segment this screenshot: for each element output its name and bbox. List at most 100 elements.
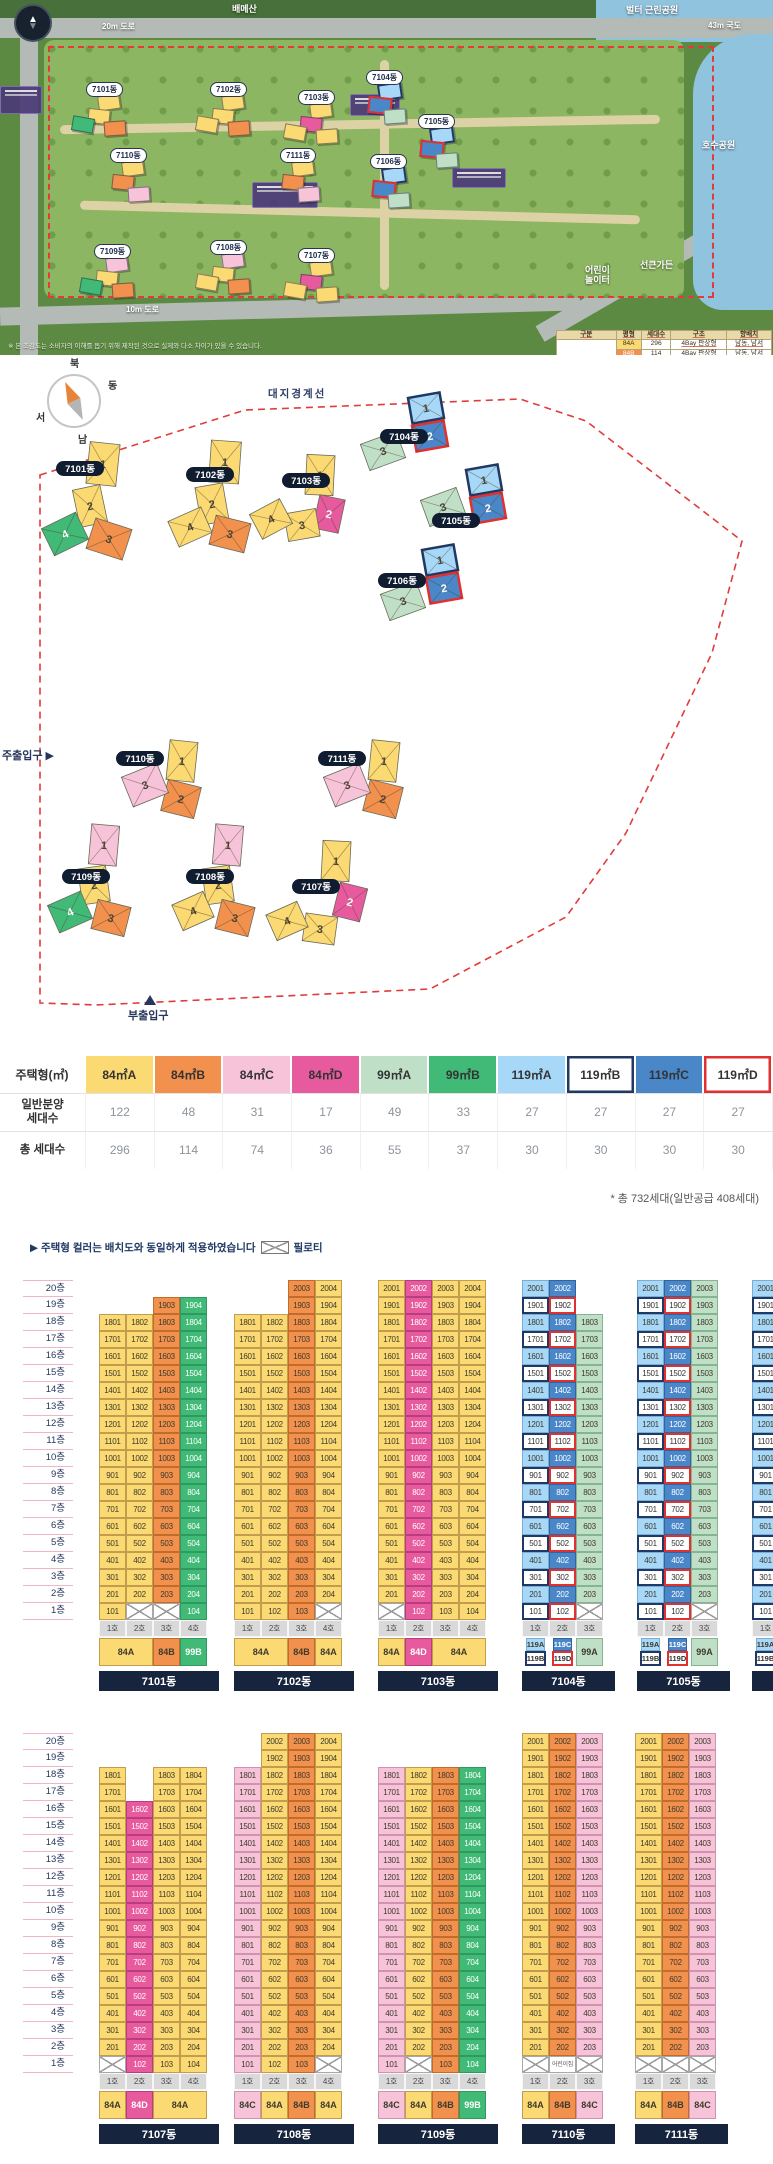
- unit-cell: 502: [126, 1988, 153, 2005]
- unit-cell: 704: [180, 1954, 207, 1971]
- ho-label: 2호: [662, 2073, 689, 2090]
- type-footer-label: 119A: [640, 1638, 661, 1651]
- type-footer-label: 84A: [315, 1638, 342, 1666]
- unit-cell: 1004: [315, 1450, 342, 1467]
- unit-cell: 803: [153, 1937, 180, 1954]
- unit-cell: [576, 1297, 603, 1314]
- unit-cell: 201: [99, 1586, 126, 1603]
- unit-cell: 202: [405, 1586, 432, 1603]
- unit-roof-line: [412, 392, 440, 424]
- unit-cell: 601: [99, 1971, 126, 1988]
- road-top: [0, 18, 773, 38]
- unit-cell: 1102: [261, 1886, 288, 1903]
- unit-cell: 801: [522, 1484, 549, 1501]
- unit-cell: 801: [635, 1937, 662, 1954]
- unit-roof-line: [426, 544, 454, 576]
- unit-cell: 803: [432, 1484, 459, 1501]
- compass-needle-north: [65, 381, 81, 404]
- diagram-building-name: 7108동: [195, 872, 225, 883]
- unit-cell: 801: [637, 1484, 664, 1501]
- unit-cell: 1001: [378, 1903, 405, 1920]
- type-footer-label: 84A: [234, 1638, 288, 1666]
- unit-cell: 1902: [549, 1297, 576, 1314]
- unit-cell: 1602: [261, 1801, 288, 1818]
- unit-cell: 903: [691, 1467, 718, 1484]
- unit-cell: 302: [126, 1569, 153, 1586]
- unit-cell: 1703: [288, 1784, 315, 1801]
- unit-cell: 501: [234, 1535, 261, 1552]
- unit-cell: 1102: [261, 1433, 288, 1450]
- stacking-legend: ▶ 주택형 컬러는 배치도와 동일하게 적용하였습니다 필로티: [30, 1240, 323, 1255]
- unit-cell: 1801: [378, 1314, 405, 1331]
- diagram-building-badge: [62, 869, 110, 884]
- unit-mix-table: 주택형(㎡) 84㎡A 84㎡B 84㎡C 84㎡D 99㎡A 99㎡B 119㎡A 119㎡B…: [0, 1056, 773, 1169]
- sub-entrance-arrow: [144, 995, 156, 1005]
- unit-cell: 302: [261, 2022, 288, 2039]
- unit-cell: 202: [261, 2039, 288, 2056]
- type-footer-label: 84D: [126, 2091, 153, 2119]
- unit-cell: 1501: [378, 1365, 405, 1382]
- unit-roof-line: [90, 907, 132, 929]
- site-plan-rendering: ▲ ▼ 7101동 7102동 7103동 7104동 7105동 7106동 7110동 7…: [0, 0, 773, 355]
- ho-label: 4호: [315, 2073, 342, 2090]
- unit-cell: 2002: [261, 1733, 288, 1750]
- site-plan-label: 어린이 놀이터: [585, 265, 610, 286]
- type-footer-label: 99A: [691, 1638, 718, 1666]
- unit-cell: 1303: [576, 1399, 603, 1416]
- type-footer-label: 119C: [552, 1638, 573, 1651]
- unit-cell: 604: [180, 1971, 207, 1988]
- unit-cell: 301: [378, 1569, 405, 1586]
- unit-cell: 1102: [126, 1433, 153, 1450]
- unit-cell: 1101: [99, 1886, 126, 1903]
- unit-cell: 1503: [576, 1365, 603, 1382]
- compass-dir-label: 북: [70, 358, 79, 370]
- unit-cell: 203: [288, 2039, 315, 2056]
- floor-label: 17층: [23, 1784, 73, 1801]
- unit-cell: 1504: [459, 1818, 486, 1835]
- unit-cell: 801: [522, 1937, 549, 1954]
- unit-cell: 502: [126, 1535, 153, 1552]
- building-badge: 7107동: [298, 248, 336, 263]
- ho-label: 2호: [405, 2073, 432, 2090]
- site-building-block: [383, 108, 407, 125]
- diagram-building-name: 7109동: [71, 872, 101, 883]
- unit-cell: 1502: [549, 1365, 576, 1382]
- floor-label: 4층: [23, 1552, 73, 1569]
- unit-cell: 303: [153, 2022, 180, 2039]
- unit-number: 3: [140, 779, 150, 792]
- unit-cell: 1603: [689, 1801, 716, 1818]
- general-sale-count: 27: [704, 1093, 773, 1131]
- unit-cell: 902: [261, 1920, 288, 1937]
- unit-number: 1: [178, 756, 185, 769]
- unit-cell: 401: [522, 2005, 549, 2022]
- unit-cell: 702: [549, 1501, 576, 1518]
- unit-cell: 501: [522, 1988, 549, 2005]
- unit-cell: 403: [153, 1552, 180, 1569]
- unit-cell: 401: [99, 2005, 126, 2022]
- unit-roof-line: [133, 762, 157, 808]
- unit-cell: 1802: [261, 1767, 288, 1784]
- unit-cell: 1601: [522, 1348, 549, 1365]
- unit-cell: 1001: [99, 1450, 126, 1467]
- unit-number: 4: [282, 915, 293, 929]
- unit-cell: 1703: [288, 1331, 315, 1348]
- unit-cell: 1901: [635, 1750, 662, 1767]
- unit-cell: 1801: [522, 1767, 549, 1784]
- unit-cell: [126, 1280, 153, 1297]
- unit-cell: 802: [126, 1937, 153, 1954]
- unit-cell: 801: [378, 1484, 405, 1501]
- unit-number: 3: [398, 595, 408, 608]
- unit-cell: 1102: [662, 1886, 689, 1903]
- unit-cell: [234, 1280, 261, 1297]
- unit-cell: 701: [99, 1954, 126, 1971]
- unit-cell: 201: [522, 2039, 549, 2056]
- unit-cell: 403: [288, 1552, 315, 1569]
- unit-cell: 1601: [522, 1801, 549, 1818]
- unit-cell: 1001: [99, 1903, 126, 1920]
- ho-label: 3호: [576, 2073, 603, 2090]
- unit-cell: 1403: [153, 1382, 180, 1399]
- unit-cell: 2002: [405, 1280, 432, 1297]
- type-footer-stack: 119C 119D: [549, 1638, 576, 1666]
- unit-cell: 2003: [432, 1280, 459, 1297]
- unit-cell: 1104: [315, 1886, 342, 1903]
